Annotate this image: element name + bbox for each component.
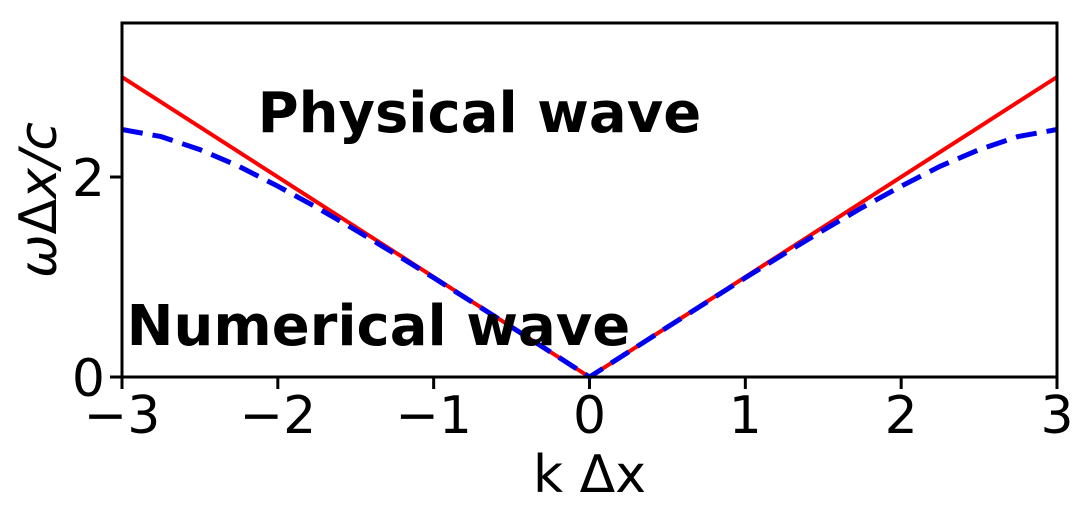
- x-axis-label: k Δx: [533, 445, 646, 505]
- x-tick-label: −1: [395, 386, 472, 446]
- annotation-numerical-wave: Numerical wave: [127, 294, 631, 359]
- x-tick-label: 3: [1040, 386, 1073, 446]
- x-tick-label: 1: [729, 386, 762, 446]
- x-tick-label: 2: [885, 386, 918, 446]
- y-tick-label: 2: [72, 149, 105, 209]
- plot-frame: [120, 21, 1059, 379]
- x-tick-label: 0: [573, 386, 606, 446]
- x-tick-label: −2: [240, 386, 317, 446]
- y-tick-label: 0: [72, 349, 105, 409]
- y-axis-label: ωΔx/c: [9, 122, 69, 278]
- x-tick-label: −3: [84, 386, 161, 446]
- annotation-physical-wave: Physical wave: [258, 81, 702, 146]
